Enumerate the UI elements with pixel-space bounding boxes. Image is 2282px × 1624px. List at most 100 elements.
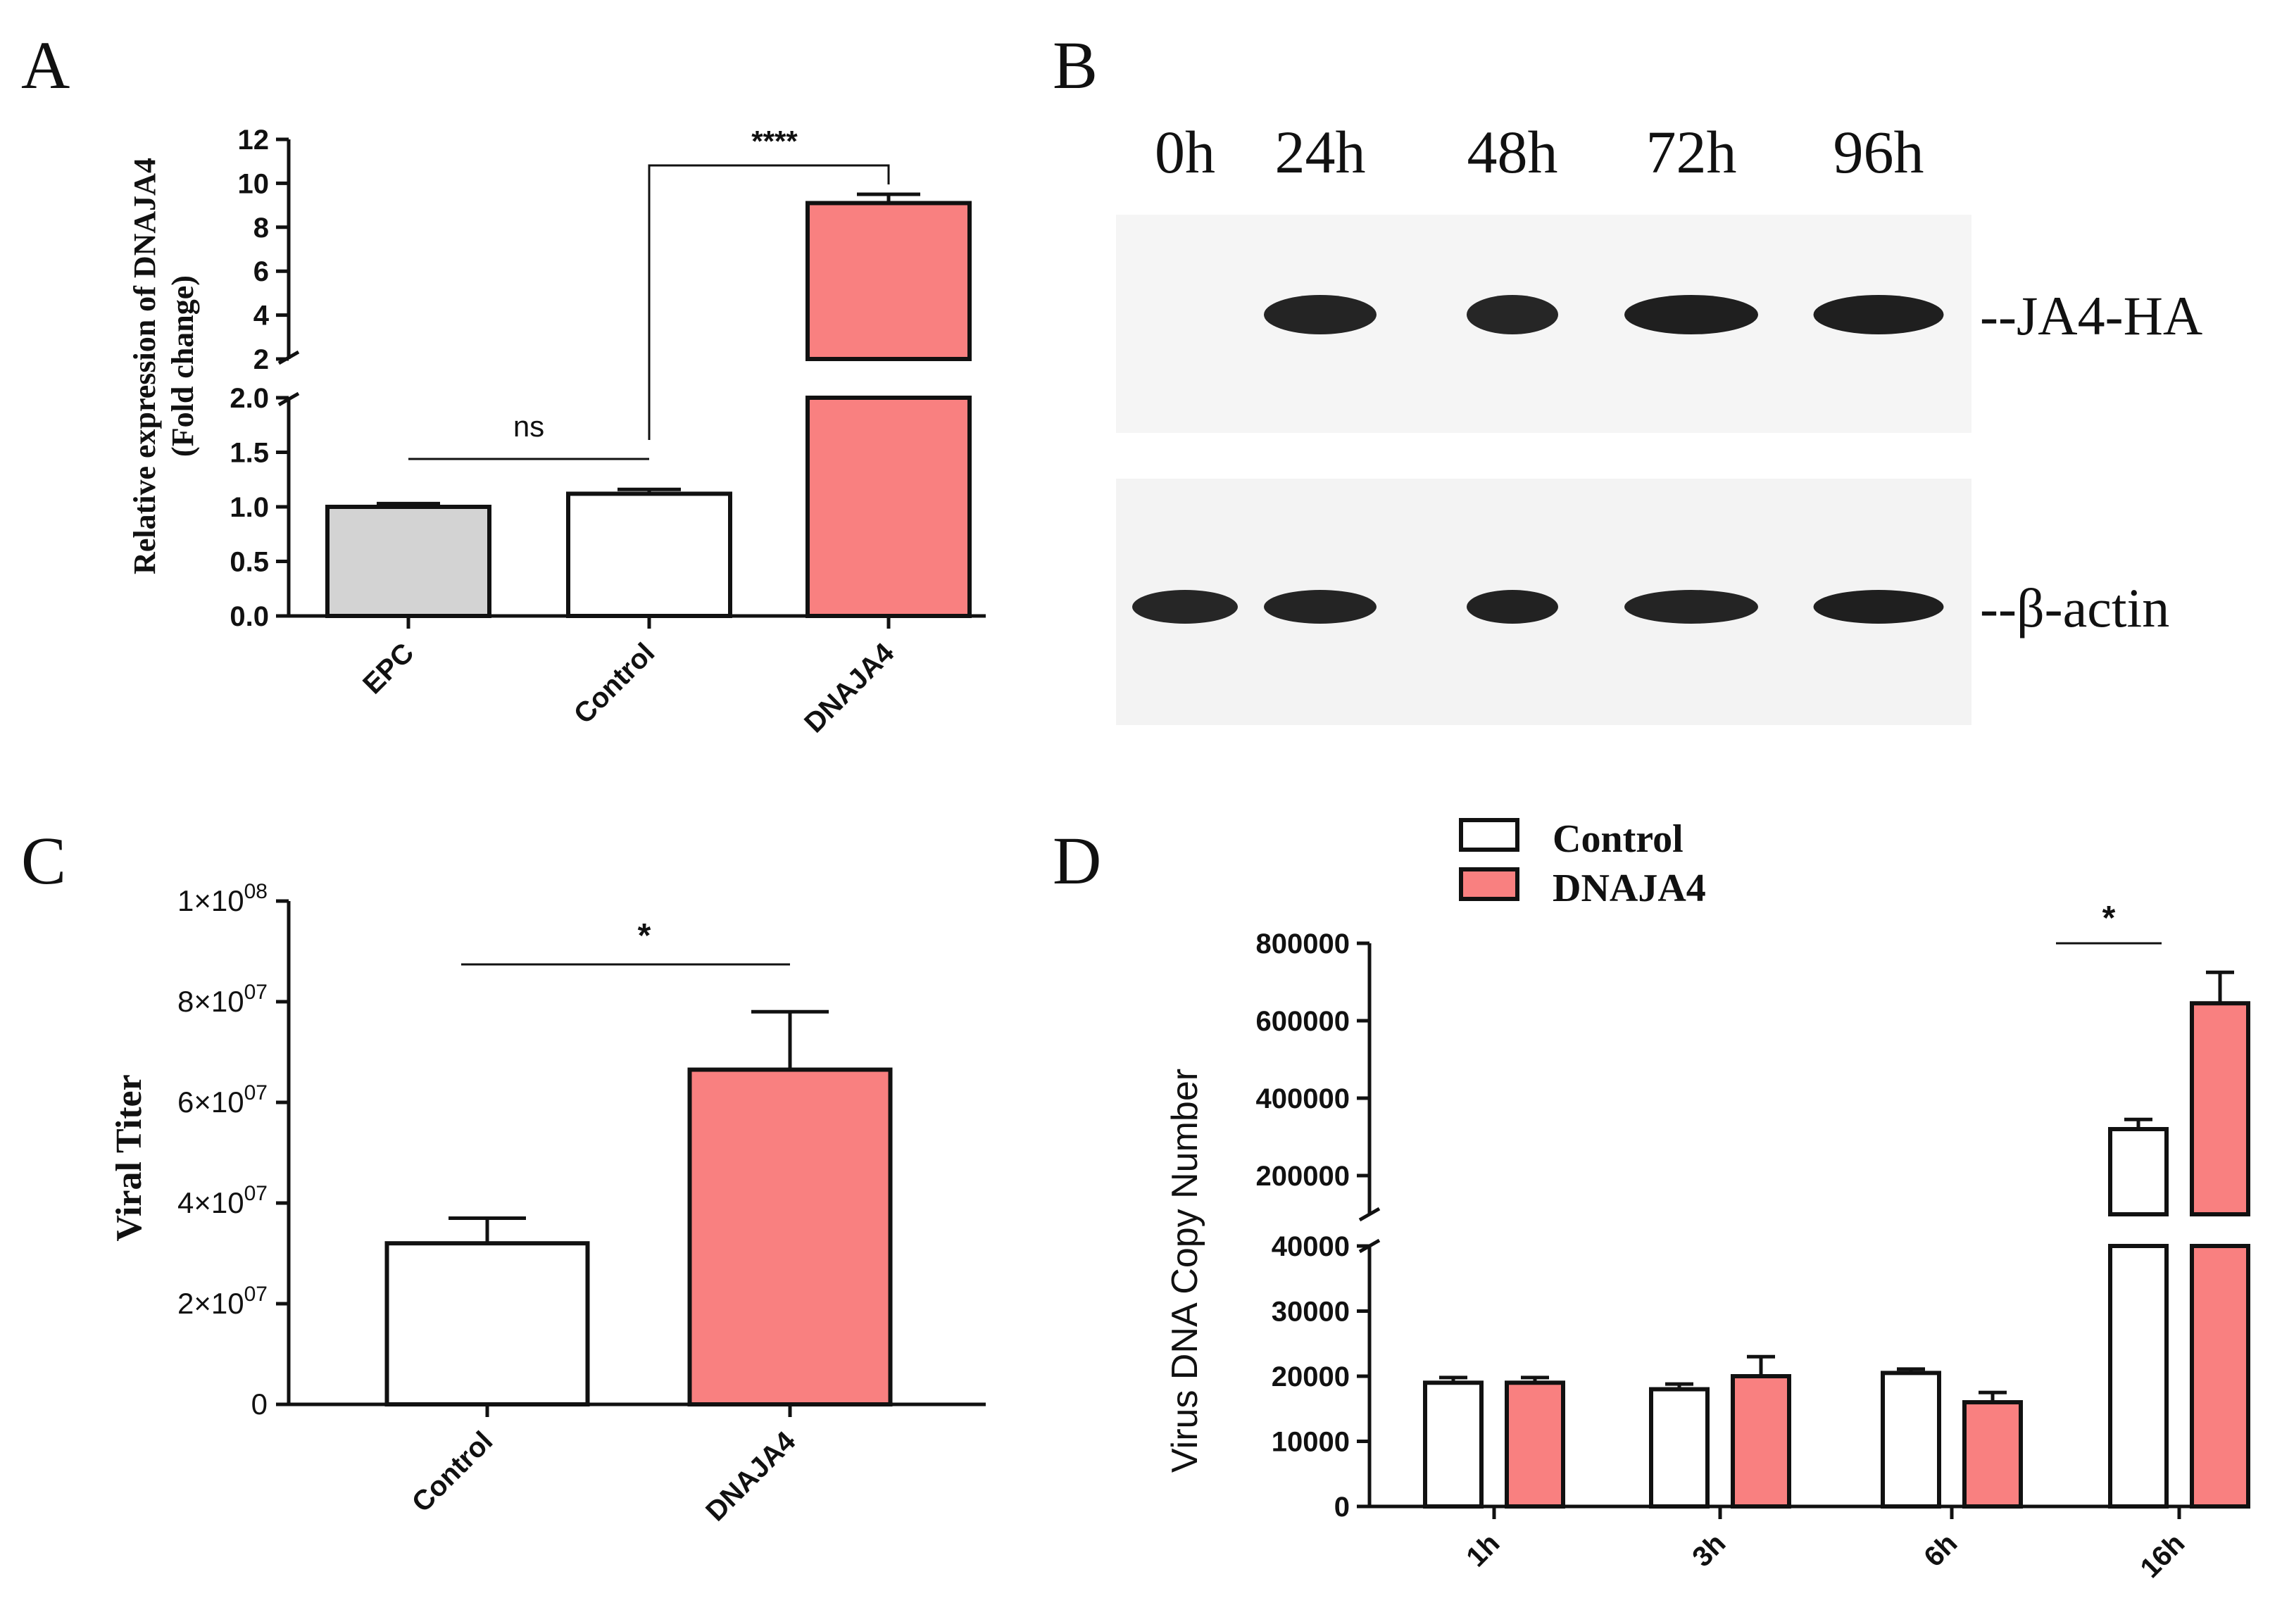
panel-d-y-tick-label: 20000 [1272, 1361, 1350, 1392]
panel-b-western-blot: 0h 24h 48h 72h 96h --JA4-HA --β-actin [1116, 118, 2202, 725]
panel-c-y-tick-exponent: 07 [244, 1283, 268, 1306]
blot-lane-label: 96h [1833, 118, 1924, 186]
panel-d-bar [1423, 1380, 1484, 1509]
panel-d-bar [1881, 1371, 1941, 1509]
panel-d-legend-swatch [1459, 867, 1519, 901]
panel-c-x-tick-label: DNAJA4 [700, 1425, 802, 1528]
panel-d-y-tick-label: 400000 [1256, 1083, 1350, 1114]
panel-c-chart: Viral Titer 02×10074×10076×10078×10071×1… [109, 880, 986, 1528]
panel-c-y-tick-mantissa: 8×10 [177, 985, 244, 1018]
panel-d-y-tick-label: 600000 [1256, 1006, 1350, 1037]
panel-a-x-tick-label: Control [568, 637, 661, 730]
panel-c-y-tick-label: 2×1007 [177, 1283, 268, 1320]
panel-d-y-tick-label: 0 [1334, 1492, 1350, 1523]
panel-d-x-tick-label: 6h [1918, 1528, 1963, 1573]
panel-c-y-tick-mantissa: 0 [251, 1387, 268, 1421]
blot-band [1132, 590, 1238, 624]
blot-label-ja4-ha: --JA4-HA [1980, 285, 2202, 346]
panel-c-bar [687, 1067, 893, 1407]
panel-d-y-tick-label: 10000 [1272, 1427, 1350, 1458]
panel-a-ylabel: Relative expression of DNAJA4 [127, 158, 162, 574]
panel-a-y-axis-label: Relative expression of DNAJA4 (Fold chan… [127, 158, 200, 574]
panel-c-y-tick-label: 6×1007 [177, 1081, 268, 1119]
panel-a-y-tick-label: 0.5 [230, 547, 269, 578]
panel-c-y-tick-label: 4×1007 [177, 1182, 268, 1219]
panel-d-legend-label: DNAJA4 [1553, 867, 1706, 910]
panel-a-y-tick-label: 12 [238, 125, 270, 156]
blot-band [1624, 295, 1758, 334]
panel-a-ns-label: ns [513, 410, 544, 443]
panel-d-bar [1649, 1387, 1710, 1509]
panel-a-bar-upper-segment [805, 201, 972, 362]
panel-d-bar-upper-segment [2108, 1127, 2169, 1216]
blot-lane-label: 48h [1467, 118, 1558, 186]
panel-c-y-tick-label: 1×1008 [177, 880, 268, 917]
panel-c-y-tick-mantissa: 6×10 [177, 1085, 244, 1119]
panel-d-x-tick-label: 1h [1460, 1528, 1505, 1573]
panel-d-chart: Virus DNA Copy Number 0 10000 20000 30000 40… [1165, 817, 2250, 1584]
panel-d-y-tick-label: 800000 [1256, 929, 1350, 959]
panel-c-y-tick-mantissa: 2×10 [177, 1287, 244, 1320]
panel-d-bar [1505, 1380, 1565, 1509]
panel-c-significance-label: * [638, 917, 651, 955]
blot-band [1467, 295, 1558, 334]
panel-c-y-tick-exponent: 08 [244, 880, 268, 903]
panel-c-y-tick-label: 0 [251, 1387, 268, 1421]
panel-c-y-tick-mantissa: 4×10 [177, 1186, 244, 1219]
panel-d-ylabel: Virus DNA Copy Number [1165, 1069, 1205, 1473]
panel-d-axis-break-gap [2042, 1216, 2204, 1244]
panel-d-legend-swatch [1459, 818, 1519, 852]
panel-d-bar-lower-segment [2108, 1244, 2169, 1509]
panel-d-y-tick-label: 40000 [1272, 1231, 1350, 1262]
panel-a-y-tick-label: 10 [238, 168, 270, 199]
panel-letter-c: C [21, 823, 66, 898]
blot-band [1813, 590, 1944, 624]
panel-letter-b: B [1053, 27, 1098, 103]
panel-c-y-tick-exponent: 07 [244, 1081, 268, 1104]
panel-a-y-tick-label: 8 [253, 213, 269, 244]
panel-a-significance-bracket [648, 164, 890, 440]
panel-d-bar [1731, 1374, 1791, 1509]
panel-d-bar-lower-segment [2190, 1244, 2250, 1509]
panel-a-chart: Relative expression of DNAJA4 (Fold chan… [127, 125, 986, 739]
panel-a-y-tick-label: 6 [253, 256, 269, 287]
panel-d-x-tick-label: 3h [1686, 1528, 1731, 1573]
panel-a-y-tick-label: 2 [253, 344, 269, 375]
blot-lane-label: 24h [1275, 118, 1366, 186]
panel-c-y-tick-label: 8×1007 [177, 981, 268, 1018]
panel-a-bar [566, 491, 732, 619]
panel-letter-d: D [1053, 823, 1101, 898]
panel-c-x-tick-label: Control [406, 1425, 499, 1518]
panel-a-y-tick-label: 1.5 [230, 438, 269, 469]
blot-lane-label: 72h [1646, 118, 1737, 186]
panel-c-y-tick-exponent: 07 [244, 1182, 268, 1205]
panel-d-y-tick-label: 30000 [1272, 1297, 1350, 1328]
panel-a-y-tick-label: 0.0 [230, 601, 269, 632]
panel-d-break-mark-upper [1358, 1207, 1381, 1222]
panel-a-significance-label: **** [751, 125, 798, 158]
blot-band [1264, 590, 1377, 624]
panel-c-y-tick-exponent: 07 [244, 981, 268, 1004]
panel-a-axis-break-gap [803, 361, 975, 396]
panel-a-bar [325, 505, 491, 618]
panel-a-y-tick-label: 1.0 [230, 492, 269, 523]
panel-c-y-tick-mantissa: 1×10 [177, 884, 244, 917]
panel-d-y-tick-label: 200000 [1256, 1161, 1350, 1192]
blot-band [1813, 295, 1944, 334]
panel-a-y-tick-label: 4 [253, 301, 270, 332]
panel-a-x-tick-label: EPC [357, 637, 420, 700]
panel-a-bar-lower-segment [805, 396, 972, 618]
panel-letter-a: A [21, 27, 70, 103]
panel-a-ylabel2: (Fold change) [165, 275, 200, 457]
panel-c-ylabel: Viral Titer [109, 1074, 149, 1241]
panel-d-bar [1962, 1400, 2023, 1509]
blot-band [1624, 590, 1758, 624]
panel-a-y-tick-label: 2.0 [230, 383, 269, 414]
blot-lane-label: 0h [1155, 118, 1215, 186]
panel-d-legend-label: Control [1553, 817, 1684, 861]
panel-c-bar [384, 1241, 590, 1406]
panel-d-x-tick-label: 16h [2135, 1528, 2191, 1584]
blot-band [1264, 295, 1377, 334]
panel-d-bar-upper-segment [2190, 1001, 2250, 1216]
panel-d-significance-label: * [2102, 900, 2116, 937]
